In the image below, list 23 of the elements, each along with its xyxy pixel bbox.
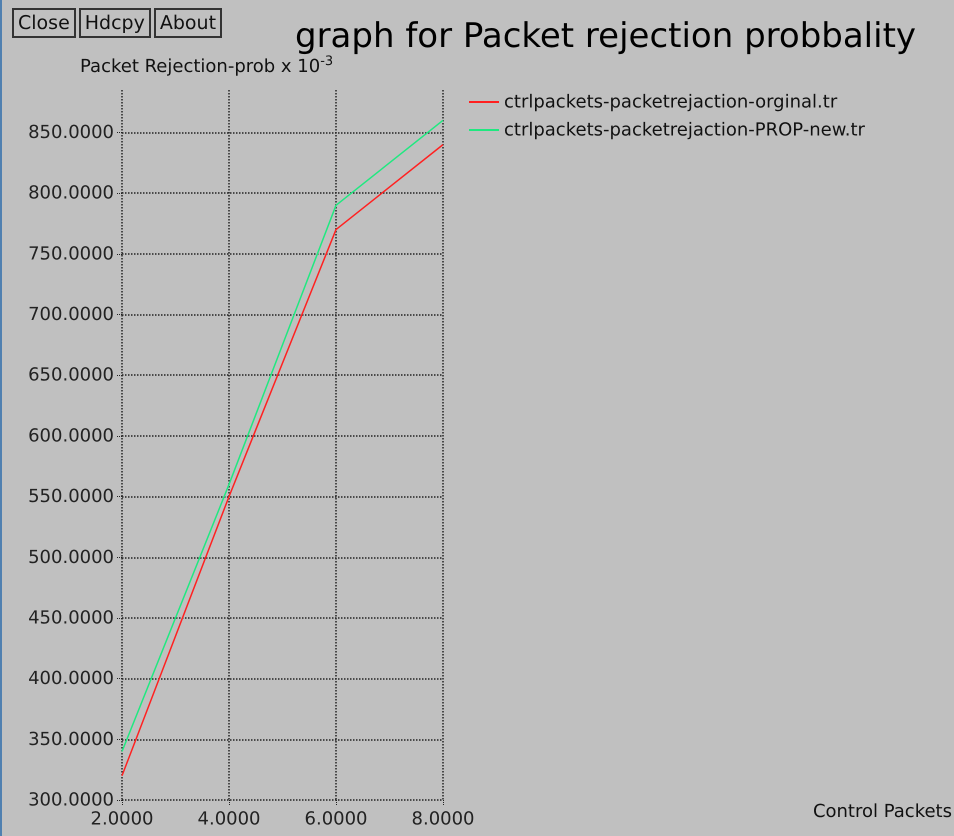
y-tick-label: 650.0000 (28, 364, 114, 386)
x-tick-label: 6.0000 (304, 808, 368, 830)
y-tick-label: 450.0000 (28, 607, 114, 628)
text: graph for Packet rejection probbality (295, 16, 916, 56)
legend-label: ctrlpackets-packetrejaction-PROP-new.tr (504, 120, 866, 140)
button[interactable]: Close (12, 8, 76, 38)
x-tick-label: 8.0000 (412, 808, 474, 830)
y-tick-label: 700.0000 (28, 304, 114, 326)
y-tick-label: 300.0000 (28, 790, 114, 810)
y-tick-label: 600.0000 (28, 425, 114, 446)
text: Control Packets (812, 801, 952, 822)
y-tick-label: 500.0000 (28, 546, 114, 568)
y-tick-label: 400.0000 (28, 668, 114, 690)
x-tick-label: 2.0000 (90, 808, 154, 830)
x-tick-label: 4.0000 (198, 808, 260, 830)
y-tick-label: 750.0000 (28, 243, 114, 264)
button[interactable]: About (154, 8, 222, 38)
y-tick-label: 800.0000 (28, 182, 114, 204)
button[interactable]: Hdcpy (78, 8, 151, 38)
y-tick-label: 550.0000 (28, 486, 114, 508)
y-tick-label: 850.0000 (28, 122, 114, 143)
legend-label: ctrlpackets-packetrejaction-orginal.tr (504, 92, 838, 112)
y-tick-label: 350.0000 (28, 728, 114, 750)
